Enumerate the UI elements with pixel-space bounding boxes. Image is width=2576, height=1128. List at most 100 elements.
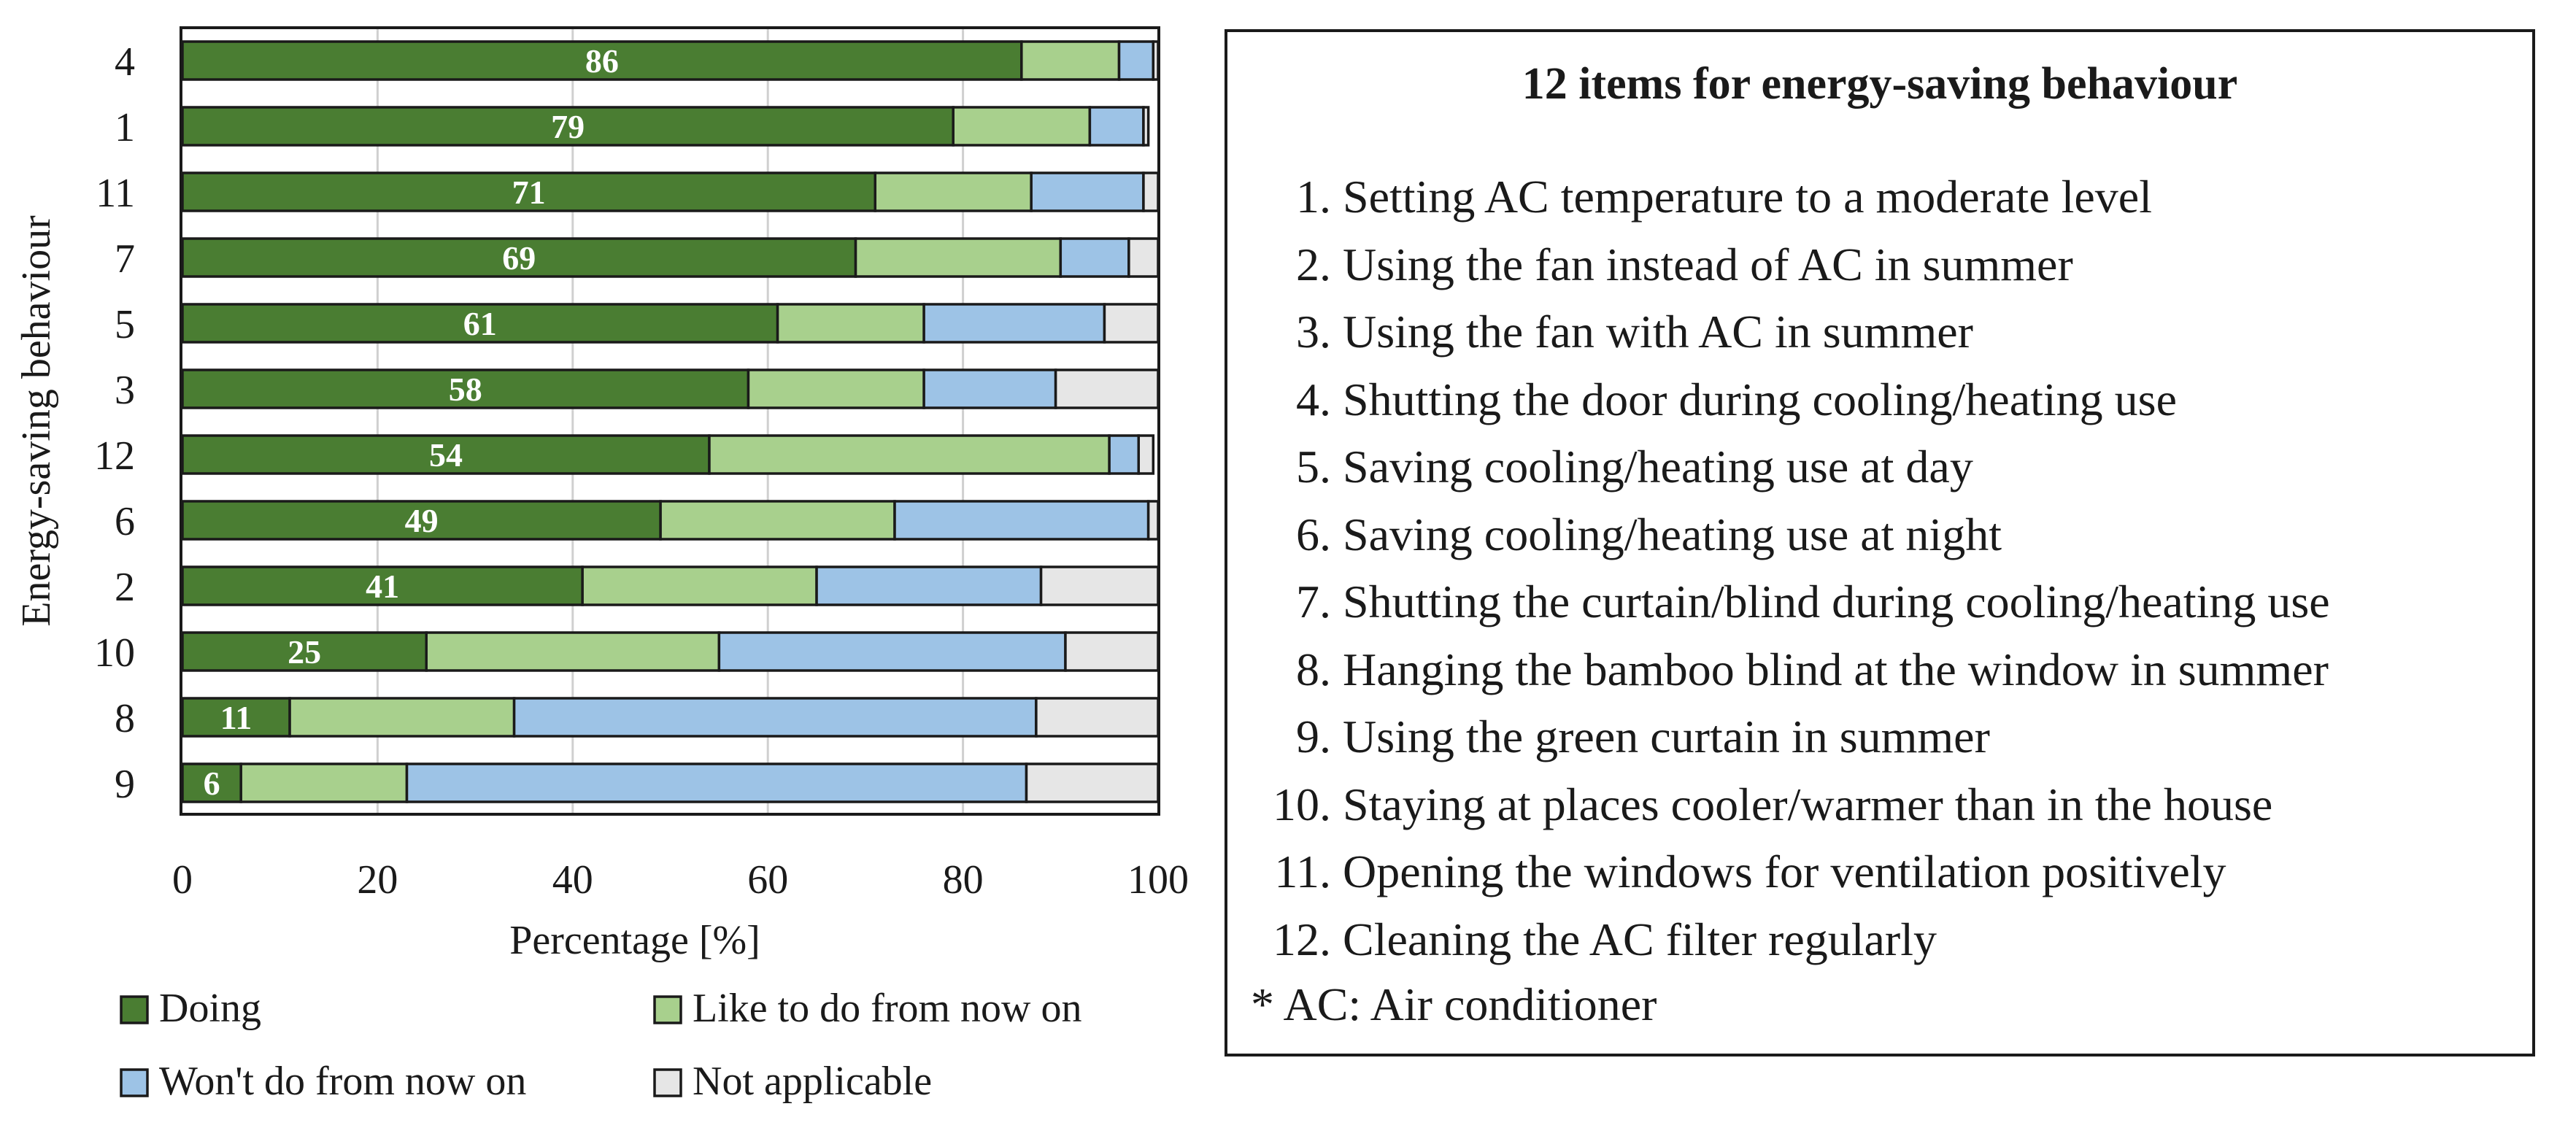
behaviour-item-number: 2. (1296, 238, 1331, 290)
bar-8-like-to-do-from-now-on (288, 697, 516, 738)
x-tick-60: 60 (747, 857, 788, 903)
behaviour-item-6: 6. Saving cooling/heating use at night (1251, 501, 2330, 569)
data-label-7: 69 (502, 239, 536, 277)
bar-12-not-applicable (1137, 434, 1155, 475)
behaviour-item-text: Using the fan instead of AC in summer (1331, 238, 2073, 290)
bar-1-not-applicable (1142, 106, 1150, 147)
behaviour-item-text: Staying at places cooler/warmer than in … (1331, 778, 2273, 830)
data-label-12: 54 (429, 436, 463, 474)
bar-11-won-t-do-from-now-on (1030, 171, 1145, 212)
legend-swatch-doing (120, 995, 149, 1024)
behaviour-item-number: 12. (1273, 913, 1331, 965)
data-label-4: 86 (585, 42, 619, 80)
behaviour-item-text: Saving cooling/heating use at day (1331, 441, 1973, 492)
bar-9-won-t-do-from-now-on (405, 762, 1028, 803)
legend-label-not-applicable: Not applicable (693, 1059, 932, 1104)
behaviour-item-number: 9. (1296, 711, 1331, 762)
bar-10-won-t-do-from-now-on (717, 631, 1067, 672)
x-axis-label: Percentage [%] (509, 918, 760, 963)
y-tick-12: 12 (94, 433, 135, 479)
bar-11-doing (181, 171, 877, 212)
y-tick-9: 9 (115, 762, 135, 807)
behaviour-item-number: 11. (1274, 846, 1331, 897)
x-tick-20: 20 (357, 857, 398, 903)
behaviour-item-2: 2. Using the fan instead of AC in summer (1251, 231, 2330, 299)
data-label-3: 58 (449, 371, 482, 408)
bar-1-won-t-do-from-now-on (1088, 106, 1145, 147)
bar-5-won-t-do-from-now-on (922, 303, 1106, 344)
bar-3-like-to-do-from-now-on (747, 368, 925, 409)
legend-swatch-not-applicable (653, 1068, 682, 1097)
behaviour-item-4: 4. Shutting the door during cooling/heat… (1251, 366, 2330, 434)
bar-10-not-applicable (1064, 631, 1160, 672)
behaviour-item-number: 7. (1296, 576, 1331, 627)
behaviour-item-10: 10. Staying at places cooler/warmer than… (1251, 771, 2330, 839)
data-label-5: 61 (463, 305, 497, 342)
bar-2-not-applicable (1039, 565, 1160, 606)
chart-bars (181, 40, 1160, 803)
behaviour-item-3: 3. Using the fan with AC in summer (1251, 298, 2330, 366)
data-label-2: 41 (366, 568, 399, 605)
bar-10-like-to-do-from-now-on (425, 631, 721, 672)
bar-2-won-t-do-from-now-on (815, 565, 1043, 606)
behaviour-item-8: 8. Hanging the bamboo blind at the windo… (1251, 636, 2330, 704)
data-label-11: 71 (512, 174, 546, 211)
legend-label-like-to-do-from-now-on: Like to do from now on (693, 986, 1081, 1031)
chart-gridlines (376, 28, 965, 816)
behaviour-item-text: Shutting the curtain/blind during coolin… (1331, 576, 2330, 627)
y-tick-11: 11 (96, 171, 135, 216)
behaviour-item-text: Saving cooling/heating use at night (1331, 508, 2002, 560)
y-tick-5: 5 (115, 302, 135, 347)
panel-note: * AC: Air conditioner (1251, 978, 1657, 1030)
behaviour-item-text: Using the green curtain in summer (1331, 711, 1990, 762)
bar-11-like-to-do-from-now-on (874, 171, 1033, 212)
behaviour-item-number: 5. (1296, 441, 1331, 492)
data-label-10: 25 (288, 633, 321, 671)
y-tick-7: 7 (115, 236, 135, 282)
bar-3-not-applicable (1054, 368, 1160, 409)
behaviour-item-number: 3. (1296, 306, 1331, 358)
y-tick-4: 4 (115, 39, 135, 85)
data-label-8: 11 (220, 699, 252, 736)
behaviour-item-text: Using the fan with AC in summer (1331, 306, 1973, 358)
legend-swatch-won-t-do-from-now-on (120, 1068, 149, 1097)
bar-4-won-t-do-from-now-on (1117, 40, 1155, 81)
bar-9-like-to-do-from-now-on (239, 762, 409, 803)
panel-title: 12 items for energy-saving behaviour (1522, 59, 2238, 109)
data-label-1: 79 (551, 108, 585, 145)
behaviour-item-1: 1. Setting AC temperature to a moderate … (1251, 163, 2330, 231)
bar-6-won-t-do-from-now-on (893, 500, 1150, 541)
legend-swatch-like-to-do-from-now-on (653, 995, 682, 1024)
behaviour-item-text: Opening the windows for ventilation posi… (1331, 846, 2226, 897)
behaviour-item-number: 4. (1296, 373, 1331, 425)
bar-12-like-to-do-from-now-on (708, 434, 1111, 475)
y-tick-8: 8 (115, 696, 135, 741)
behaviour-item-text: Hanging the bamboo blind at the window i… (1331, 643, 2329, 695)
bar-4-like-to-do-from-now-on (1020, 40, 1121, 81)
legend-label-won-t-do-from-now-on: Won't do from now on (159, 1059, 526, 1104)
bar-12-won-t-do-from-now-on (1108, 434, 1141, 475)
behaviour-item-text: Shutting the door during cooling/heating… (1331, 373, 2177, 425)
bar-5-like-to-do-from-now-on (776, 303, 925, 344)
x-tick-100: 100 (1127, 857, 1189, 903)
behaviour-item-number: 8. (1296, 643, 1331, 695)
y-tick-2: 2 (115, 565, 135, 610)
x-tick-0: 0 (172, 857, 193, 903)
data-label-6: 49 (405, 502, 439, 539)
bar-4-not-applicable (1152, 40, 1160, 81)
bar-4-doing (181, 40, 1023, 81)
bar-2-like-to-do-from-now-on (581, 565, 818, 606)
bar-6-not-applicable (1146, 500, 1160, 541)
bar-8-won-t-do-from-now-on (512, 697, 1038, 738)
behaviour-item-7: 7. Shutting the curtain/blind during coo… (1251, 568, 2330, 636)
behaviour-item-text: Setting AC temperature to a moderate lev… (1331, 171, 2152, 223)
behaviour-item-list: 1. Setting AC temperature to a moderate … (1251, 163, 2330, 973)
bar-9-not-applicable (1025, 762, 1160, 803)
bar-1-doing (181, 106, 955, 147)
y-tick-6: 6 (115, 499, 135, 544)
bar-3-won-t-do-from-now-on (922, 368, 1057, 409)
bar-10-doing (181, 631, 428, 672)
y-tick-1: 1 (115, 105, 135, 150)
